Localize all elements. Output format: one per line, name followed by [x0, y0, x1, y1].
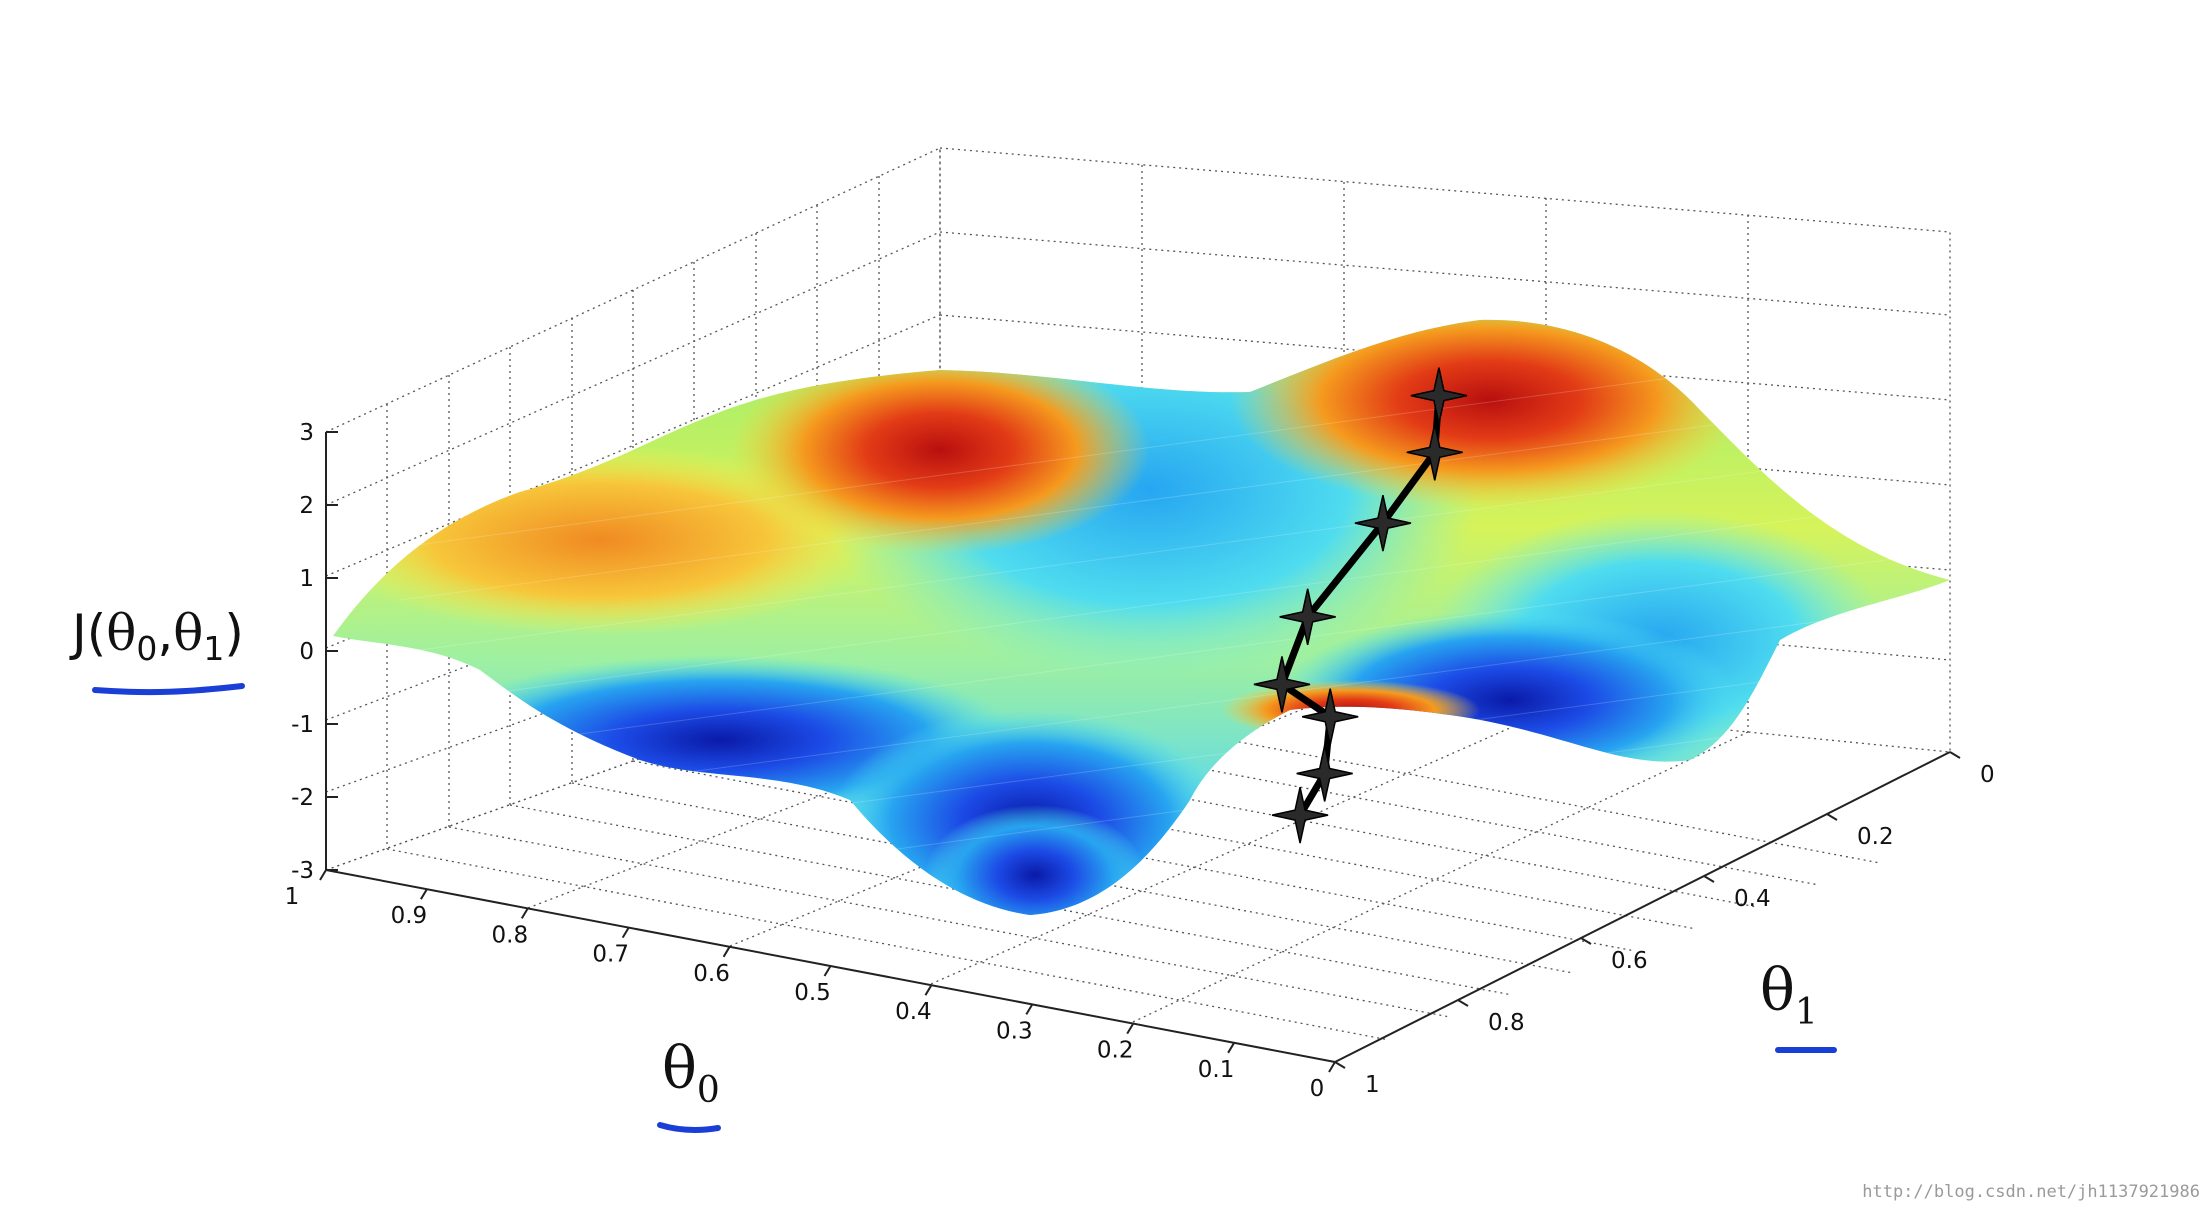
- descent-step-marker: [1410, 367, 1468, 424]
- theta1-tick-mark: [1826, 813, 1838, 821]
- svg-text:J(θ0,θ1): J(θ0,θ1): [69, 604, 244, 668]
- theta0-tick-mark: [1126, 1023, 1135, 1035]
- theta1-tick-mark: [1949, 751, 1961, 759]
- z-axis-label: J(θ0,θ1): [69, 604, 245, 696]
- svg-text:θ1: θ1: [1760, 956, 1818, 1033]
- theta0-tick-mark: [1328, 1061, 1336, 1073]
- z-label-underline: [92, 683, 245, 696]
- theta0-tick-label: 0.1: [1198, 1057, 1235, 1083]
- theta0-tick-mark: [520, 907, 529, 919]
- theta1-tick-label: 0: [1980, 762, 1995, 788]
- theta1-tick-mark: [1334, 1061, 1346, 1069]
- x-axis-label: θ0: [657, 1034, 721, 1133]
- theta0-tick-mark: [722, 946, 731, 958]
- theta1-tick-label: 0.2: [1857, 824, 1894, 850]
- z-tick-label: -3: [291, 858, 314, 884]
- z-tick-label: 0: [299, 639, 314, 665]
- theta1-tick-label: 0.4: [1734, 886, 1771, 912]
- descent-step-marker: [1302, 688, 1359, 745]
- theta1-tick-label: 1: [1365, 1072, 1380, 1098]
- z-tick-label: 1: [299, 566, 314, 592]
- theta0-tick-label: 0.3: [996, 1018, 1033, 1044]
- theta0-tick-mark: [1025, 1003, 1034, 1015]
- watermark-url: http://blog.csdn.net/jh1137921986: [1862, 1182, 2200, 1202]
- tick-labels: 3210-1-2-310.90.80.70.60.50.40.30.20.100…: [285, 420, 1995, 1102]
- x-label-underline: [657, 1122, 721, 1133]
- descent-step-marker: [1406, 424, 1463, 481]
- z-tick-label: 2: [299, 493, 314, 519]
- theta0-tick-label: 0.8: [492, 922, 529, 948]
- theta1-tick-label: 0.6: [1611, 948, 1648, 974]
- theta0-tick-label: 0.7: [592, 942, 629, 968]
- theta0-tick-label: 0.2: [1097, 1038, 1134, 1064]
- descent-step-marker: [1296, 745, 1353, 802]
- z-tick-label: -1: [291, 712, 314, 738]
- theta0-tick-mark: [1227, 1042, 1235, 1054]
- svg-text:θ0: θ0: [662, 1034, 720, 1111]
- descent-step-marker: [1279, 588, 1336, 645]
- theta0-tick-mark: [823, 965, 832, 977]
- theta0-tick-mark: [420, 888, 428, 900]
- theta0-tick-mark: [621, 927, 630, 939]
- descent-step-marker: [1354, 494, 1412, 552]
- descent-path: [1253, 367, 1468, 844]
- theta0-tick-label: 1: [285, 884, 300, 910]
- theta0-tick-label: 0: [1310, 1076, 1325, 1102]
- cost-surface: [333, 319, 1950, 915]
- theta0-tick-label: 0.4: [895, 999, 932, 1025]
- descent-step-marker: [1271, 786, 1329, 844]
- theta1-tick-mark: [1703, 875, 1715, 883]
- theta0-tick-mark: [319, 869, 327, 881]
- z-tick-label: 3: [299, 420, 314, 446]
- theta1-tick-label: 0.8: [1488, 1010, 1525, 1036]
- y-axis-label: θ1: [1760, 956, 1837, 1053]
- descent-step-marker: [1253, 656, 1311, 713]
- theta0-tick-mark: [924, 984, 933, 996]
- theta1-tick-mark: [1580, 937, 1592, 945]
- theta1-tick-mark: [1457, 999, 1469, 1007]
- theta0-tick-label: 0.6: [693, 961, 730, 987]
- z-tick-label: -2: [291, 785, 314, 811]
- theta0-tick-label: 0.9: [391, 903, 428, 929]
- theta0-tick-label: 0.5: [794, 980, 831, 1006]
